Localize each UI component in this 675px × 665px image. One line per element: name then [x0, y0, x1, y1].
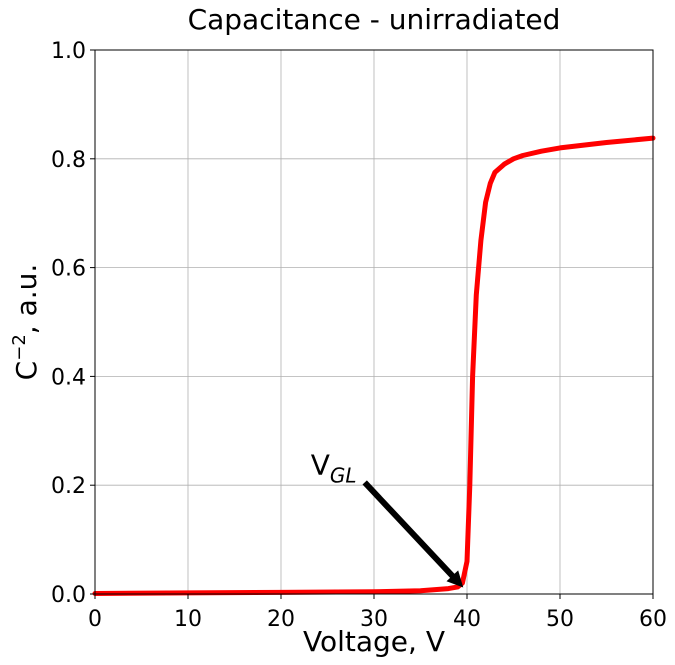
ticks [90, 49, 654, 599]
series-layer [92, 135, 656, 596]
y-tick-label: 0.8 [51, 148, 86, 173]
y-axis-label-main: C [10, 361, 43, 381]
y-axis-label-rest: , a.u. [10, 264, 43, 335]
x-tick-labels: 0 10 20 30 40 50 60 [88, 607, 667, 632]
y-tick-label: 0.2 [51, 474, 86, 499]
y-tick-labels: 0.0 0.2 0.4 0.6 0.8 1.0 [51, 39, 86, 608]
x-tick-label: 20 [267, 607, 295, 632]
x-tick-label: 40 [453, 607, 481, 632]
annotation-arrow-head [446, 570, 464, 588]
y-axis-label: C−2, a.u. [9, 264, 43, 381]
x-tick-label: 50 [546, 607, 574, 632]
y-tick-label: 0.0 [51, 583, 86, 608]
x-tick-label: 10 [174, 607, 202, 632]
chart-title: Capacitance - unirradiated [188, 3, 561, 36]
series-line-capacitance [92, 135, 656, 596]
y-tick-label: 1.0 [51, 39, 86, 64]
annotation-arrow-shaft [362, 480, 456, 580]
annotation-label-main: V [311, 448, 330, 481]
y-tick-label: 0.4 [51, 365, 86, 390]
x-tick-label: 60 [639, 607, 667, 632]
y-tick-label: 0.6 [51, 257, 86, 282]
y-axis-label-sup: −2 [9, 334, 30, 361]
annotation-label: VGL [311, 448, 357, 487]
annotation: VGL [311, 448, 464, 588]
x-tick-label: 0 [88, 607, 102, 632]
annotation-label-sub: GL [330, 463, 357, 487]
x-axis-label: Voltage, V [303, 625, 445, 658]
x-tick-label: 30 [360, 607, 388, 632]
